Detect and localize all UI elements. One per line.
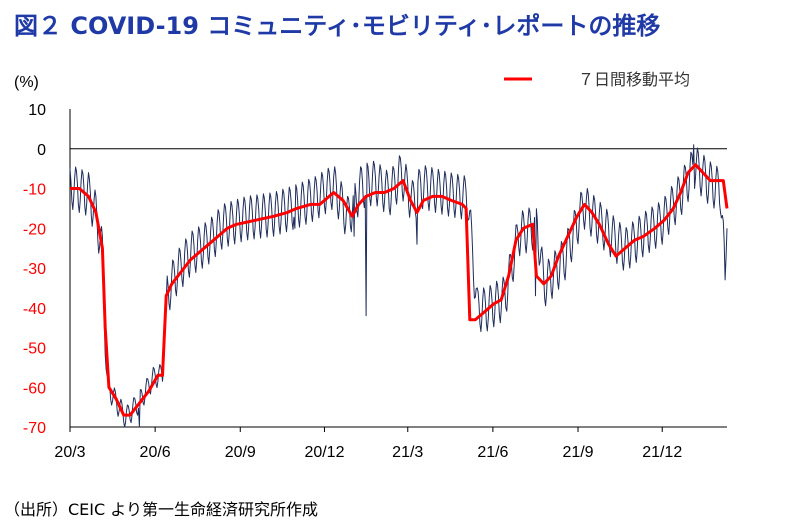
legend: ７日間移動平均 — [504, 70, 690, 89]
x-tick-label: 20/6 — [140, 444, 171, 461]
y-tick-label: -20 — [23, 221, 46, 238]
x-tick-label: 21/3 — [392, 444, 423, 461]
y-tick-label: 0 — [37, 142, 46, 159]
x-tick-label: 21/6 — [477, 444, 508, 461]
legend-label: ７日間移動平均 — [578, 70, 690, 89]
y-axis-unit: (%) — [14, 74, 39, 91]
plot-frame — [69, 109, 727, 428]
daily-series — [69, 144, 728, 428]
y-tick-label: -40 — [23, 301, 46, 318]
y-tick-label: 10 — [28, 102, 46, 119]
x-tick-label: 20/12 — [304, 444, 344, 461]
x-tick-label: 20/9 — [225, 444, 256, 461]
x-axis-ticks: 20/3 20/6 20/9 20/12 21/3 21/6 21/9 21/12 — [54, 427, 682, 461]
y-tick-label: -30 — [23, 261, 46, 278]
daily-line — [69, 144, 728, 428]
y-tick-label: -10 — [23, 182, 46, 199]
x-tick-label: 20/3 — [54, 444, 85, 461]
source-note: （出所）CEIC より第一生命経済研究所作成 — [4, 500, 318, 519]
chart-title: 図２ COVID-19 コミュニティ･モビリティ･レポートの推移 — [14, 12, 661, 40]
x-tick-label: 21/9 — [562, 444, 593, 461]
moving-average-line — [70, 163, 729, 417]
y-tick-label: -70 — [23, 420, 46, 437]
y-tick-label: -60 — [23, 380, 46, 397]
moving-average-series — [70, 163, 729, 417]
y-tick-label: -50 — [23, 341, 46, 358]
y-axis-ticks: 10 0 -10 -20 -30 -40 -50 -60 -70 — [23, 102, 46, 437]
x-tick-label: 21/12 — [642, 444, 682, 461]
